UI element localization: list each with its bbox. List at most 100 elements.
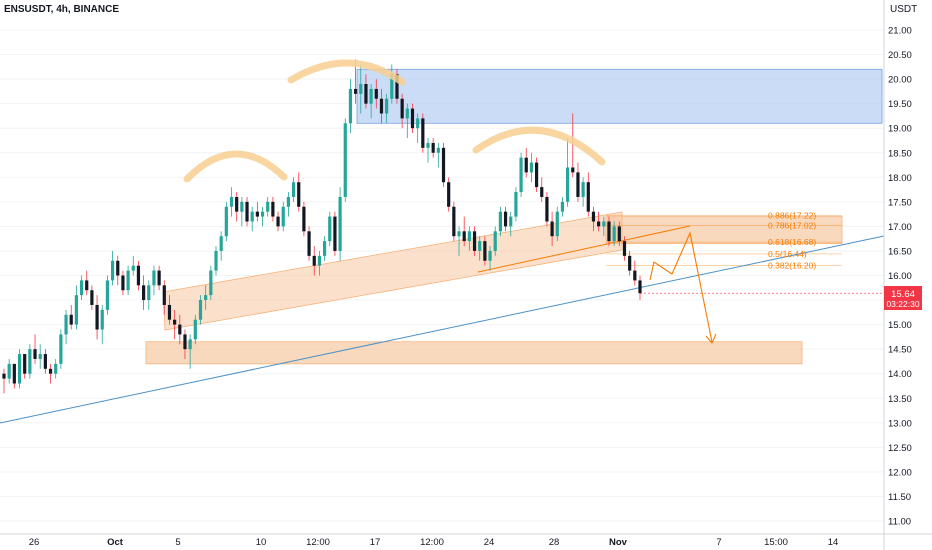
drawing-zones: [145, 68, 883, 365]
candle-body: [322, 241, 327, 256]
candle-body: [421, 118, 425, 148]
candle-body: [395, 74, 399, 99]
candle-body: [545, 196, 549, 222]
candle-body: [519, 157, 523, 193]
candle-body: [48, 368, 53, 374]
candle-body: [628, 255, 632, 271]
candle-body: [64, 314, 68, 335]
fib-label: 0.886(17.22): [768, 211, 816, 221]
candle-body: [17, 354, 22, 384]
candles: [2, 59, 642, 394]
time-tick-label: 7: [716, 537, 721, 548]
candle-body: [33, 349, 37, 359]
time-tick-label: 5: [175, 537, 180, 548]
candle-body: [529, 162, 534, 173]
price-tick-label: 13.00: [888, 418, 912, 429]
currency-label: USDT: [890, 4, 918, 15]
candle-body: [514, 192, 518, 217]
candle-body: [483, 241, 487, 261]
candle-body: [209, 270, 213, 296]
time-tick-label: 12:00: [420, 537, 444, 548]
candle-body: [617, 226, 621, 242]
head-arc: [287, 59, 406, 86]
candle-body: [348, 88, 353, 124]
candle-body: [597, 221, 601, 227]
right-shoulder-arc: [472, 126, 606, 166]
candle-body: [379, 98, 384, 114]
candle-body: [364, 84, 368, 104]
time-tick-label: Nov: [609, 537, 628, 548]
candle-body: [478, 241, 482, 251]
price-tick-label: 17.50: [888, 197, 912, 208]
candle-body: [462, 231, 466, 242]
time-tick-label: 26: [29, 537, 40, 548]
candle-body: [121, 275, 125, 291]
support-zone: [145, 341, 803, 365]
candle-body: [498, 211, 502, 232]
time-axis[interactable]: 26 Oct 5 10 12:00 17 12:00 24 28 Nov 7 15:00 14: [29, 537, 839, 548]
candle-body: [405, 108, 409, 119]
candle-body: [23, 354, 27, 374]
candle-body: [260, 211, 265, 217]
fib-label: 0.786(17.02): [768, 220, 816, 230]
current-price-value: 15.64: [891, 289, 915, 300]
candle-body: [54, 363, 58, 374]
candle-body: [116, 260, 120, 276]
left-shoulder-arc: [183, 150, 288, 183]
price-tick-label: 16.00: [888, 271, 912, 282]
price-tick-label: 19.00: [888, 124, 912, 135]
candle-body: [266, 201, 270, 212]
candle-body: [214, 250, 218, 271]
candle-body: [291, 182, 296, 197]
candle-body: [426, 142, 430, 148]
candle-body: [452, 206, 456, 237]
candle-body: [338, 196, 342, 251]
time-tick-label: 10: [256, 537, 267, 548]
candle-body: [540, 187, 544, 197]
price-tick-label: 11.50: [888, 492, 911, 503]
candle-body: [385, 98, 389, 114]
candle-body: [229, 196, 234, 207]
candle-body: [255, 211, 259, 217]
neckline: [477, 225, 691, 273]
candle-body: [607, 221, 611, 242]
candle-body: [74, 295, 78, 325]
candle-body: [193, 319, 197, 340]
candle-body: [2, 373, 6, 379]
candle-body: [328, 216, 332, 242]
price-axis[interactable]: 21.00 20.50 20.00 19.50 19.00 18.50 18.00 17.50…: [888, 26, 912, 528]
price-tick-label: 14.00: [888, 369, 912, 380]
candle-body: [354, 88, 358, 94]
candle-body: [90, 290, 94, 305]
candle-body: [374, 88, 378, 99]
projection-arrowhead: [705, 333, 717, 345]
candle-body: [638, 280, 642, 294]
resistance-zone: [356, 68, 883, 124]
candle-body: [317, 255, 322, 266]
candle-body: [622, 241, 627, 256]
candle-body: [162, 285, 166, 305]
candle-body: [576, 172, 580, 197]
candle-body: [503, 211, 508, 227]
candle-body: [136, 265, 141, 286]
fib-label: 0.382(16.20): [768, 261, 816, 271]
candle-body: [586, 182, 590, 212]
symbol-title: ENSUSDT, 4h, BINANCE: [4, 4, 120, 15]
candle-body: [591, 211, 596, 222]
candle-body: [410, 108, 415, 129]
candle-body: [100, 309, 104, 330]
projection-path: [649, 231, 713, 343]
candle-body: [400, 98, 404, 119]
candle-body: [369, 88, 373, 104]
candle-body: [560, 201, 565, 212]
candle-body: [333, 216, 337, 251]
candle-body: [38, 354, 42, 359]
candle-body: [147, 285, 151, 301]
price-tick-label: 21.00: [888, 26, 912, 37]
candle-body: [441, 147, 446, 183]
candle-body: [390, 74, 394, 99]
time-tick-label: 12:00: [306, 537, 330, 548]
time-tick-label: Oct: [107, 537, 124, 548]
candle-body: [550, 221, 554, 237]
